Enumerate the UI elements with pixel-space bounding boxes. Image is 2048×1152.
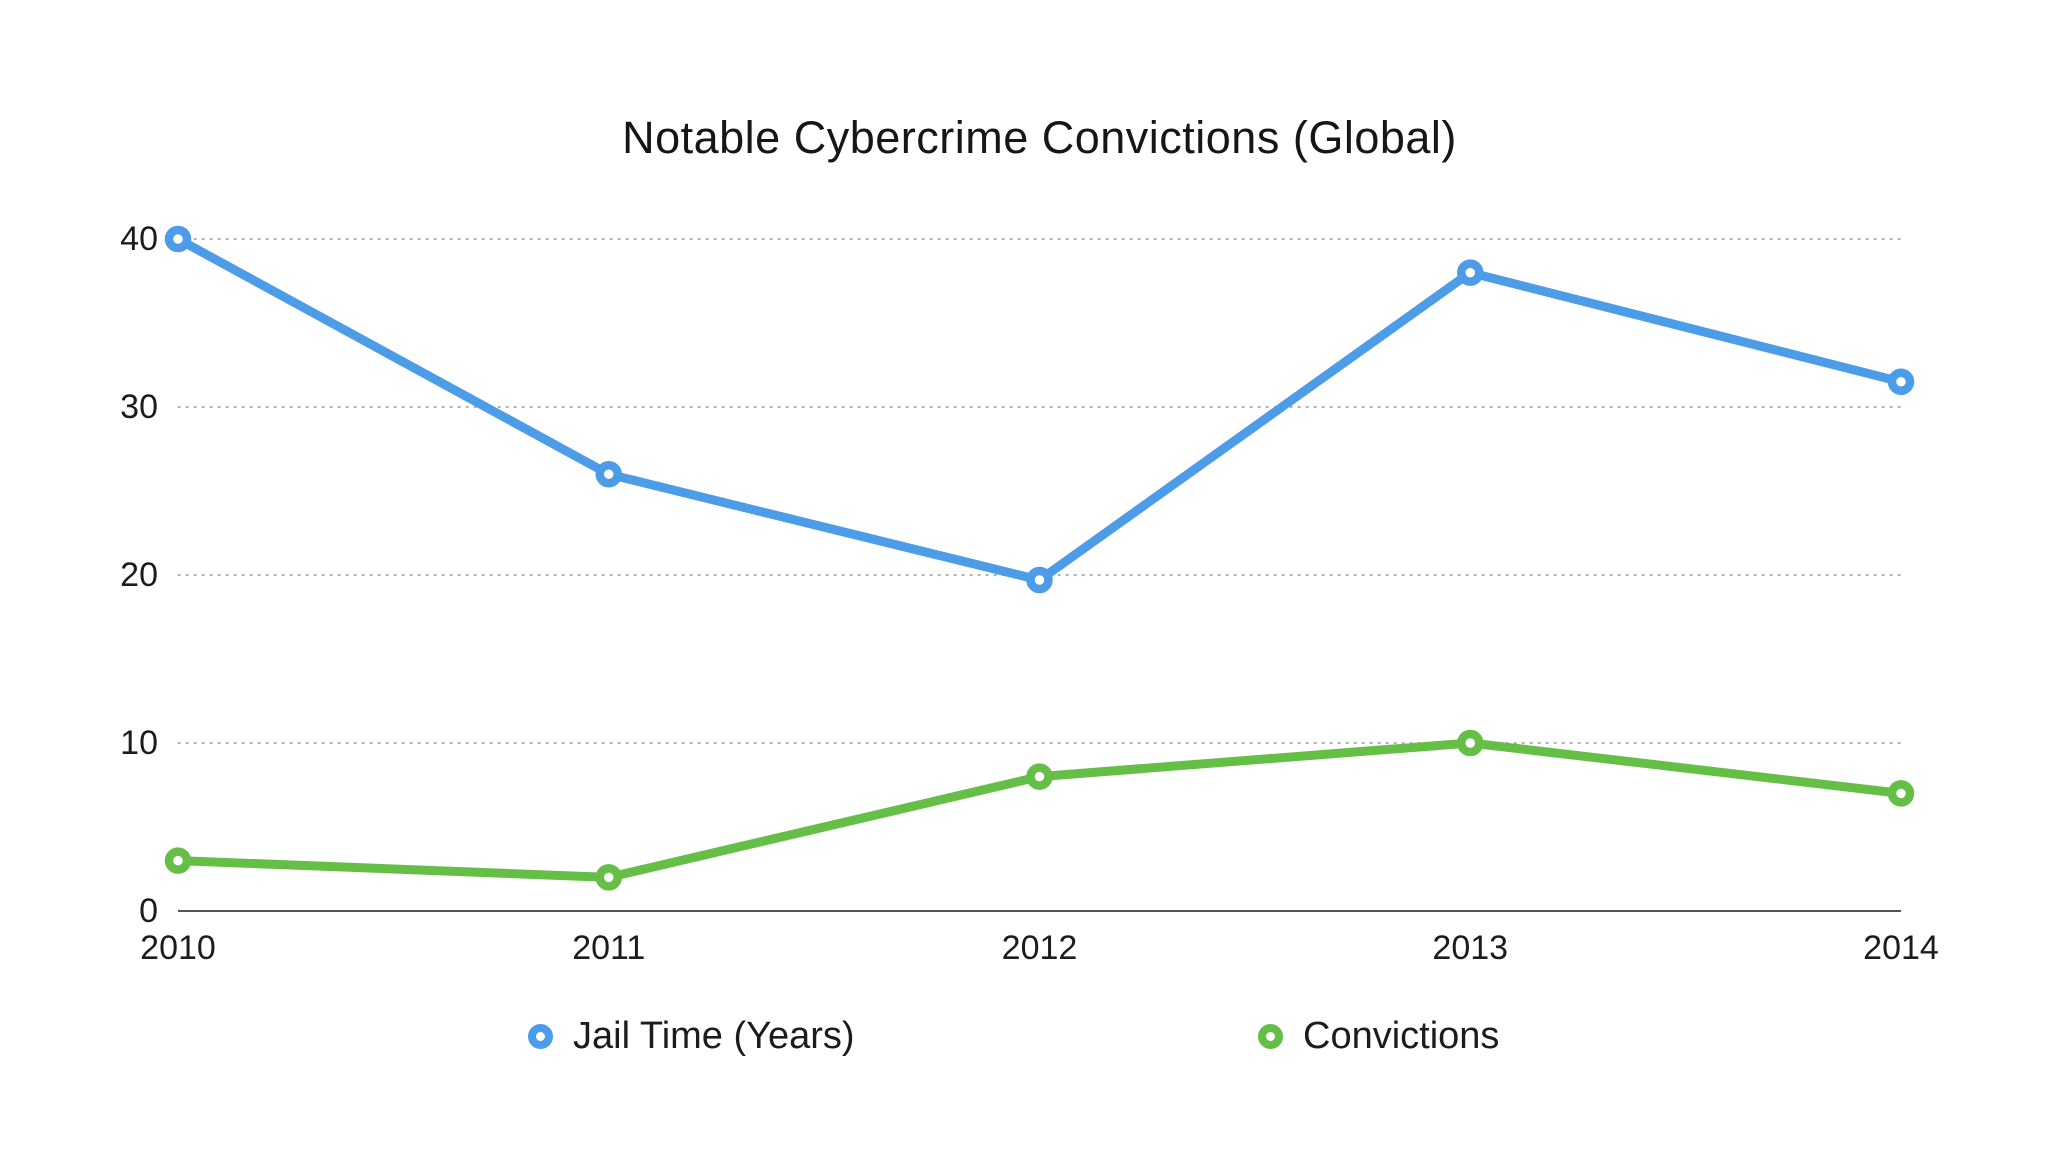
data-point-convictions-2014 <box>1887 780 1915 807</box>
y-tick-label-30: 30 <box>120 388 158 426</box>
series-line-convictions <box>173 738 1906 882</box>
data-point-convictions-2010 <box>164 847 192 874</box>
data-point-convictions-2012 <box>1026 763 1053 790</box>
data-point-jail-time-years-2010 <box>164 225 192 253</box>
legend-label-convictions: Convictions <box>1303 1014 1500 1057</box>
x-tick-label-2012: 2012 <box>1001 929 1078 967</box>
y-tick-label-40: 40 <box>120 220 158 258</box>
x-tick-label-2011: 2011 <box>572 929 646 967</box>
legend-label-jail-time-years: Jail Time (Years) <box>573 1014 855 1057</box>
y-tick-label-10: 10 <box>120 724 158 762</box>
data-point-convictions-2013 <box>1457 729 1484 757</box>
legend-item-convictions: Convictions <box>1258 1010 1499 1062</box>
data-point-jail-time-years-2014 <box>1887 368 1915 396</box>
data-point-convictions-2011 <box>595 864 622 891</box>
y-tick-label-20: 20 <box>120 556 158 594</box>
x-tick-label-2013: 2013 <box>1432 929 1509 967</box>
data-point-jail-time-years-2011 <box>595 460 622 488</box>
legend-marker-icon-jail-time-years <box>528 1023 553 1049</box>
x-tick-label-2014: 2014 <box>1863 929 1939 967</box>
data-point-jail-time-years-2012 <box>1026 566 1053 594</box>
chart-title: Notable Cybercrime Convictions (Global) <box>622 112 1457 163</box>
data-point-jail-time-years-2013 <box>1457 259 1484 286</box>
y-tick-label-0: 0 <box>139 892 158 930</box>
series-line-jail-time-years <box>173 234 1906 585</box>
x-tick-label-2010: 2010 <box>140 929 216 967</box>
legend-marker-icon-convictions <box>1258 1023 1283 1049</box>
legend-item-jail-time-years: Jail Time (Years) <box>528 1010 855 1062</box>
